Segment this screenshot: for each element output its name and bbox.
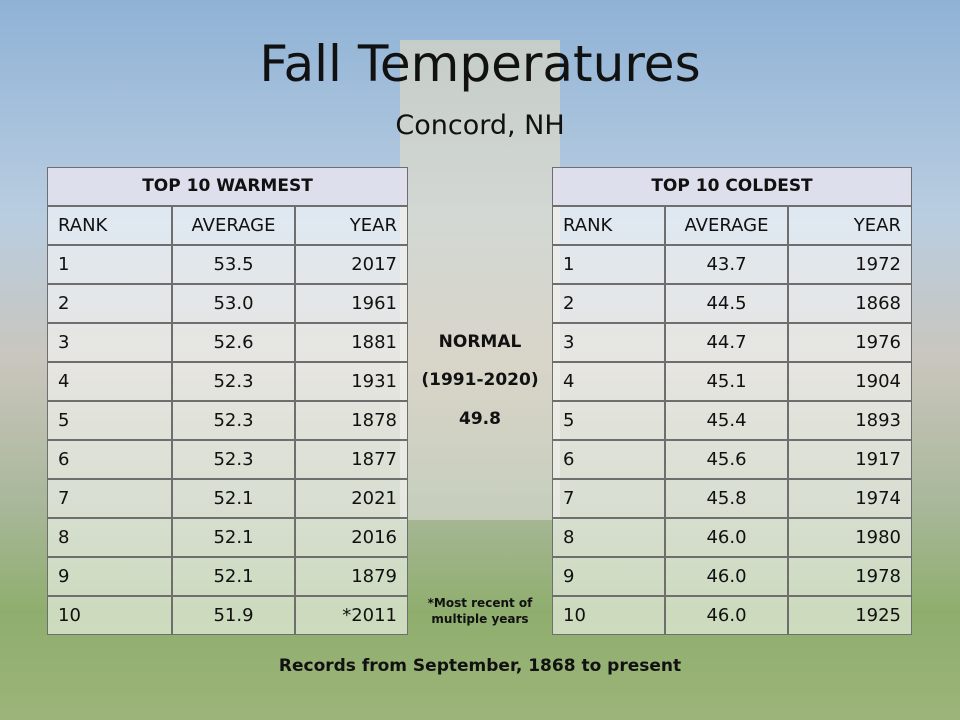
normal-period: (1991-2020) <box>421 370 539 390</box>
table-cell: 4 <box>47 362 172 401</box>
table-cell: 8 <box>552 518 665 557</box>
table-cell: 1 <box>47 245 172 284</box>
table-cell: 46.0 <box>665 518 788 557</box>
table-cell: *2011 <box>295 596 408 635</box>
table-cell: 52.1 <box>172 518 295 557</box>
table-cell: 2017 <box>295 245 408 284</box>
table-cell: 45.4 <box>665 401 788 440</box>
table-cell: 1 <box>552 245 665 284</box>
table-cell: 1978 <box>788 557 912 596</box>
table-cell: 1976 <box>788 323 912 362</box>
table-cell: 1974 <box>788 479 912 518</box>
table-cell: 10 <box>552 596 665 635</box>
table-cell: 6 <box>552 440 665 479</box>
table-title: TOP 10 WARMEST <box>47 167 408 206</box>
column-header: RANK <box>47 206 172 245</box>
table-cell: 2 <box>552 284 665 323</box>
table-cell: 3 <box>47 323 172 362</box>
subtitle: Concord, NH <box>395 110 565 141</box>
table-cell: 1917 <box>788 440 912 479</box>
table-cell: 46.0 <box>665 557 788 596</box>
column-header: YEAR <box>295 206 408 245</box>
table-cell: 1931 <box>295 362 408 401</box>
table-cell: 51.9 <box>172 596 295 635</box>
table-cell: 52.6 <box>172 323 295 362</box>
title: Fall Temperatures <box>259 35 701 93</box>
column-header: YEAR <box>788 206 912 245</box>
table-cell: 52.1 <box>172 479 295 518</box>
table-cell: 2 <box>47 284 172 323</box>
table-cell: 7 <box>47 479 172 518</box>
table-cell: 1877 <box>295 440 408 479</box>
table-cell: 1878 <box>295 401 408 440</box>
table-cell: 5 <box>552 401 665 440</box>
column-header: AVERAGE <box>665 206 788 245</box>
table-cell: 1904 <box>788 362 912 401</box>
table-cell: 53.0 <box>172 284 295 323</box>
table-cell: 1879 <box>295 557 408 596</box>
table-cell: 3 <box>552 323 665 362</box>
table-cell: 1961 <box>295 284 408 323</box>
table-cell: 1893 <box>788 401 912 440</box>
table-cell: 1980 <box>788 518 912 557</box>
table-cell: 9 <box>47 557 172 596</box>
table-cell: 2021 <box>295 479 408 518</box>
table-cell: 52.3 <box>172 362 295 401</box>
table-cell: 1925 <box>788 596 912 635</box>
table-cell: 1881 <box>295 323 408 362</box>
table-cell: 45.1 <box>665 362 788 401</box>
normal-value: 49.8 <box>459 409 501 429</box>
table-cell: 44.7 <box>665 323 788 362</box>
table-cell: 7 <box>552 479 665 518</box>
table-cell: 4 <box>552 362 665 401</box>
table-cell: 1972 <box>788 245 912 284</box>
table-cell: 6 <box>47 440 172 479</box>
table-cell: 45.6 <box>665 440 788 479</box>
table-cell: 53.5 <box>172 245 295 284</box>
records-note: Records from September, 1868 to present <box>278 656 682 676</box>
table-cell: 52.1 <box>172 557 295 596</box>
normal-label: NORMAL <box>438 332 522 352</box>
table-cell: 10 <box>47 596 172 635</box>
table-cell: 2016 <box>295 518 408 557</box>
table-cell: 45.8 <box>665 479 788 518</box>
column-header: AVERAGE <box>172 206 295 245</box>
table-cell: 5 <box>47 401 172 440</box>
table-cell: 52.3 <box>172 440 295 479</box>
table-cell: 1868 <box>788 284 912 323</box>
column-header: RANK <box>552 206 665 245</box>
table-cell: 46.0 <box>665 596 788 635</box>
table-cell: 52.3 <box>172 401 295 440</box>
footnote: *Most recent of multiple years <box>427 596 533 626</box>
table-cell: 9 <box>552 557 665 596</box>
table-title: TOP 10 COLDEST <box>552 167 912 206</box>
table-cell: 44.5 <box>665 284 788 323</box>
table-cell: 8 <box>47 518 172 557</box>
table-cell: 43.7 <box>665 245 788 284</box>
background-building <box>400 40 560 520</box>
